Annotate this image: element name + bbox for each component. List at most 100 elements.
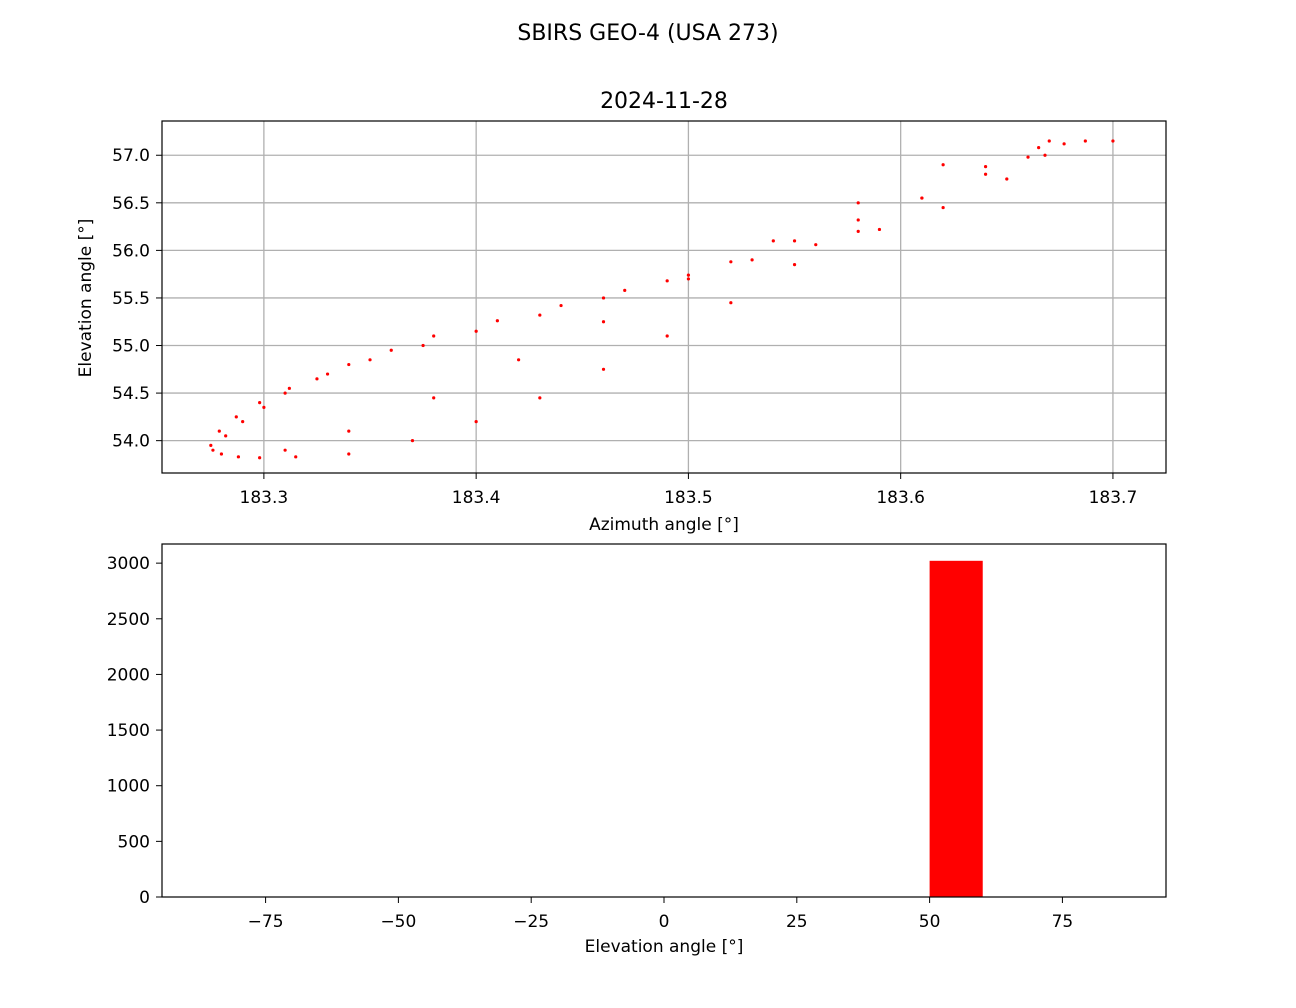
scatter-point	[236, 455, 241, 459]
scatter-point	[665, 334, 669, 338]
scatter-point	[234, 415, 238, 419]
scatter-point	[389, 348, 393, 352]
scatter-point	[224, 434, 228, 438]
scatter-y-tick-label: 56.0	[112, 241, 150, 261]
scatter-point	[856, 201, 860, 205]
scatter-point	[686, 277, 691, 281]
histogram-x-tick-label: 0	[659, 912, 670, 932]
scatter-point	[241, 420, 245, 424]
scatter-point	[294, 455, 298, 459]
scatter-point	[287, 386, 291, 390]
scatter-point	[559, 303, 563, 308]
scatter-panel: 2024-11-28 183.3 183.4 183.5 183.6 183.7 54.…	[76, 89, 1167, 535]
scatter-x-tick-label: 183.6	[876, 488, 925, 508]
scatter-point	[601, 320, 606, 324]
scatter-point	[665, 279, 669, 283]
scatter-y-tick-label: 54.5	[112, 384, 150, 404]
scatter-point	[219, 452, 224, 456]
figure-suptitle: SBIRS GEO-4 (USA 273)	[517, 21, 778, 46]
scatter-point	[1047, 139, 1051, 143]
scatter-x-axis-label: Azimuth angle [°]	[589, 515, 739, 535]
scatter-y-tick-label: 54.0	[112, 432, 150, 452]
histogram-bar	[929, 560, 983, 897]
scatter-point	[814, 243, 818, 247]
scatter-y-ticks: 54.0 54.5 55.0 55.5 56.0 56.5 57.0	[112, 146, 162, 452]
scatter-title: 2024-11-28	[600, 89, 728, 114]
scatter-point	[410, 439, 415, 443]
scatter-point	[856, 229, 860, 233]
scatter-point	[368, 358, 372, 362]
scatter-point	[1026, 155, 1030, 159]
scatter-point	[941, 205, 945, 210]
scatter-point	[941, 163, 945, 167]
scatter-point	[347, 429, 351, 433]
scatter-point	[315, 377, 319, 381]
histogram-x-tick-label: 50	[919, 912, 941, 932]
histogram-y-tick-label: 1500	[107, 721, 150, 741]
scatter-point	[432, 396, 436, 400]
scatter-point	[474, 329, 478, 333]
scatter-x-ticks: 183.3 183.4 183.5 183.6 183.7	[240, 473, 1138, 508]
scatter-y-tick-label: 55.5	[112, 289, 150, 309]
scatter-point	[983, 172, 988, 176]
scatter-point	[1062, 142, 1066, 146]
scatter-y-tick-label: 56.5	[112, 194, 150, 214]
scatter-point	[538, 396, 542, 400]
scatter-points	[209, 139, 1115, 460]
scatter-point	[209, 443, 213, 448]
scatter-point	[1111, 139, 1115, 143]
scatter-point	[601, 296, 606, 300]
histogram-x-tick-label: 75	[1052, 912, 1074, 932]
scatter-point	[517, 358, 521, 362]
scatter-point	[1005, 177, 1009, 181]
scatter-plot-frame	[161, 120, 1167, 474]
histogram-panel: −75 −50 −25 0 25 50 75 0 500 1000 1500 2000 2500 300…	[107, 543, 1167, 957]
scatter-point	[750, 258, 754, 262]
scatter-point	[983, 165, 988, 169]
histogram-y-ticks: 0 500 1000 1500 2000 2500 3000	[107, 554, 162, 908]
histogram-y-tick-label: 1000	[107, 777, 150, 797]
scatter-gridlines	[162, 121, 1166, 473]
histogram-y-tick-label: 500	[118, 832, 150, 852]
scatter-point	[283, 391, 287, 395]
histogram-x-tick-label: −50	[380, 912, 416, 932]
scatter-point	[347, 362, 351, 367]
scatter-point	[729, 301, 733, 305]
scatter-x-tick-label: 183.7	[1089, 488, 1138, 508]
histogram-plot-frame	[161, 543, 1167, 898]
histogram-x-axis-label: Elevation angle [°]	[585, 937, 744, 957]
scatter-point	[538, 313, 542, 317]
scatter-point	[920, 196, 924, 200]
scatter-point	[601, 367, 606, 371]
scatter-point	[474, 420, 478, 424]
scatter-point	[1037, 146, 1041, 150]
scatter-point	[856, 218, 860, 222]
scatter-point	[217, 429, 221, 433]
scatter-point	[686, 273, 691, 277]
histogram-y-tick-label: 2000	[107, 665, 150, 685]
scatter-x-tick-label: 183.5	[664, 488, 713, 508]
scatter-point	[1083, 139, 1087, 143]
histogram-x-ticks: −75 −50 −25 0 25 50 75	[248, 897, 1074, 932]
histogram-bars	[929, 560, 983, 897]
scatter-point	[347, 452, 351, 456]
scatter-point	[877, 227, 882, 232]
scatter-point	[325, 372, 330, 376]
scatter-y-tick-label: 57.0	[112, 146, 150, 166]
scatter-point	[495, 319, 499, 323]
histogram-x-tick-label: −25	[513, 912, 549, 932]
scatter-point	[792, 263, 797, 267]
histogram-y-tick-label: 0	[139, 888, 150, 908]
scatter-x-tick-label: 183.4	[452, 488, 501, 508]
scatter-point	[729, 260, 733, 264]
histogram-y-tick-label: 2500	[107, 610, 150, 630]
scatter-point	[432, 334, 436, 338]
scatter-point	[1043, 153, 1047, 157]
histogram-x-tick-label: −75	[248, 912, 284, 932]
scatter-point	[771, 239, 775, 243]
scatter-point	[258, 456, 262, 460]
scatter-point	[792, 239, 797, 243]
scatter-point	[623, 288, 627, 292]
histogram-y-tick-label: 3000	[107, 554, 150, 574]
